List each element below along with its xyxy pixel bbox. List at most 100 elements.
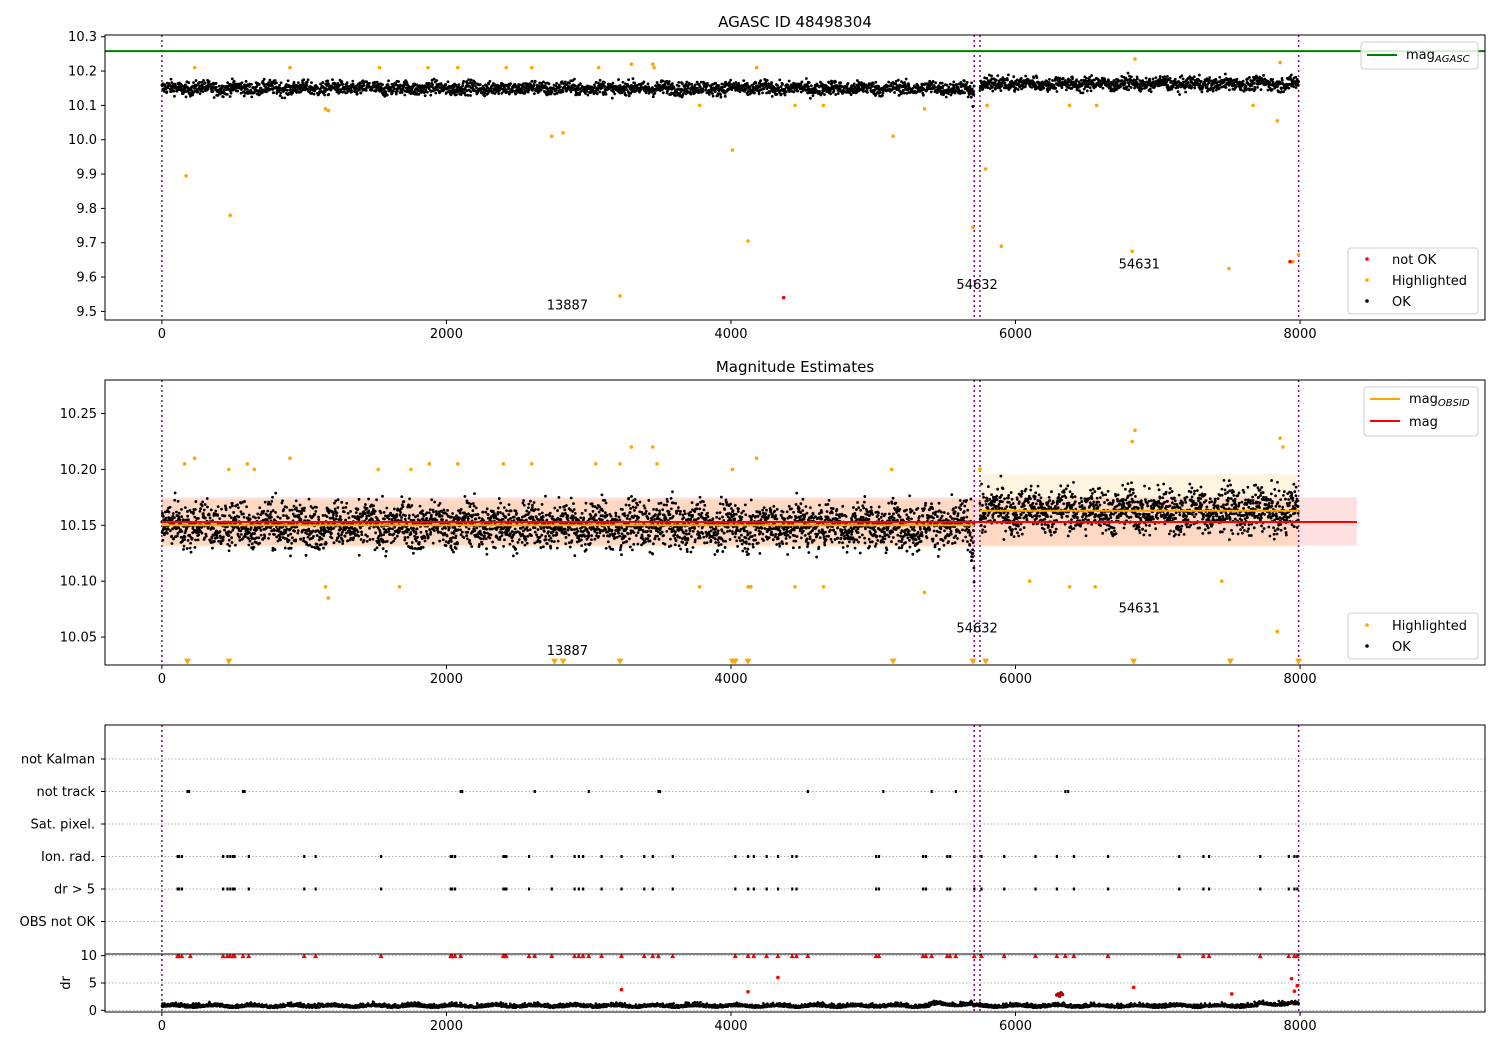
agasc-ok-point	[261, 79, 265, 83]
agasc-ok-point	[226, 81, 230, 85]
estimates-ok-point	[209, 508, 213, 512]
agasc-ok-point	[415, 83, 419, 87]
agasc-ok-point	[600, 86, 604, 90]
agasc-ok-point	[637, 82, 641, 86]
agasc-ok-point	[964, 83, 968, 87]
agasc-ok-point	[349, 86, 353, 90]
agasc-ok-point	[463, 91, 467, 94]
agasc-ok-point	[1181, 77, 1185, 81]
agasc-ok-point	[423, 94, 427, 98]
agasc-ok-point	[262, 77, 266, 81]
estimates-ok-point	[183, 506, 187, 510]
agasc-ok-point	[848, 91, 851, 95]
estimates-ok-point	[193, 515, 197, 519]
agasc-ok-point	[796, 89, 800, 93]
agasc-ok-point	[941, 86, 944, 90]
estimates-ok-point	[298, 503, 302, 507]
agasc-ok-point	[422, 86, 426, 90]
agasc-ok-point	[846, 81, 850, 85]
estimates-ok-point	[286, 534, 290, 537]
agasc-ok-point	[198, 92, 202, 96]
agasc-ok-point	[201, 90, 205, 93]
estimates-ok-point	[243, 500, 246, 503]
agasc-ok-point	[897, 93, 901, 97]
agasc-ok-point	[1109, 80, 1113, 84]
estimates-ok-point	[239, 533, 243, 536]
agasc-ok-point	[200, 81, 204, 84]
agasc-ok-point	[624, 93, 628, 97]
agasc-ok-point	[527, 88, 531, 92]
estimates-ok-point	[253, 532, 256, 535]
agasc-ok-point	[693, 83, 697, 87]
agasc-ok-point	[986, 86, 990, 89]
agasc-ok-point	[1218, 83, 1222, 87]
estimates-ok-point	[263, 534, 267, 538]
estimates-ok-point	[336, 536, 340, 540]
agasc-ok-point	[699, 80, 703, 84]
estimates-ok-point	[244, 535, 247, 538]
agasc-ok-point	[1075, 78, 1079, 82]
estimates-ok-point	[367, 514, 371, 518]
estimates-ok-point	[407, 528, 411, 532]
estimates-ok-point	[189, 510, 193, 514]
legend-not-ok-marker	[1365, 257, 1369, 261]
agasc-ok-point	[1292, 85, 1296, 89]
agasc-ok-point	[1289, 77, 1293, 81]
agasc-ok-point	[1218, 75, 1222, 79]
agasc-ok-point	[172, 89, 176, 93]
agasc-ok-point	[280, 96, 284, 100]
agasc-ok-point	[784, 90, 788, 94]
estimates-ok-point	[431, 541, 435, 545]
agasc-ok-point	[646, 82, 650, 86]
agasc-ok-point	[602, 93, 605, 96]
estimates-ok-point	[160, 531, 164, 534]
agasc-ok-point	[573, 77, 576, 81]
agasc-ok-point	[1111, 87, 1115, 91]
estimates-ok-point	[203, 516, 207, 520]
agasc-ok-point	[1226, 77, 1230, 81]
agasc-ok-point	[1090, 74, 1094, 77]
agasc-ok-point	[832, 89, 836, 93]
estimates-ok-point	[247, 513, 251, 517]
estimates-ok-point	[269, 526, 273, 530]
agasc-ok-point	[1199, 79, 1203, 83]
agasc-ok-point	[1186, 81, 1190, 85]
agasc-ok-point	[805, 83, 809, 86]
estimates-ok-point	[356, 530, 360, 534]
estimates-ok-point	[423, 539, 427, 543]
estimates-ok-point	[359, 538, 363, 541]
agasc-highlighted-point	[821, 103, 826, 108]
agasc-ok-point	[245, 87, 249, 91]
agasc-ok-point	[454, 83, 458, 87]
agasc-ok-point	[1244, 84, 1248, 88]
agasc-ytick-label: 9.6	[76, 271, 97, 286]
estimates-ok-point	[193, 545, 197, 549]
agasc-ok-point	[1287, 86, 1291, 90]
estimates-ok-point	[411, 547, 414, 550]
estimates-ok-point	[309, 505, 313, 508]
estimates-ok-point	[219, 542, 223, 546]
agasc-ok-point	[993, 81, 997, 85]
estimates-ok-point	[168, 529, 172, 533]
estimates-ok-point	[358, 526, 362, 530]
agasc-ok-point	[163, 89, 166, 93]
agasc-ok-point	[689, 92, 693, 96]
estimates-ok-point	[318, 547, 321, 551]
estimates-ok-point	[238, 538, 242, 542]
agasc-ok-point	[779, 92, 783, 96]
agasc-ok-point	[306, 78, 310, 82]
agasc-ok-point	[642, 80, 646, 84]
estimates-ok-point	[385, 530, 388, 534]
estimates-ok-point	[201, 500, 205, 504]
estimates-ok-point	[180, 515, 184, 519]
agasc-ok-point	[838, 87, 842, 91]
estimates-ok-point	[407, 503, 411, 507]
estimates-ok-point	[375, 546, 379, 550]
agasc-ok-point	[217, 84, 221, 88]
agasc-xtick-label: 8000	[1284, 327, 1317, 342]
estimates-ok-point	[414, 539, 418, 543]
estimates-ok-point	[227, 549, 231, 553]
agasc-ok-point	[464, 93, 467, 97]
estimates-ok-point	[420, 537, 424, 541]
agasc-ok-point	[291, 91, 295, 95]
